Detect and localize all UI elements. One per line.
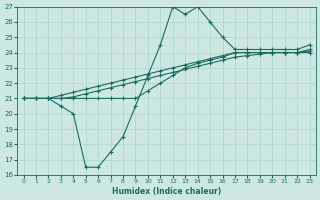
X-axis label: Humidex (Indice chaleur): Humidex (Indice chaleur) xyxy=(112,187,221,196)
